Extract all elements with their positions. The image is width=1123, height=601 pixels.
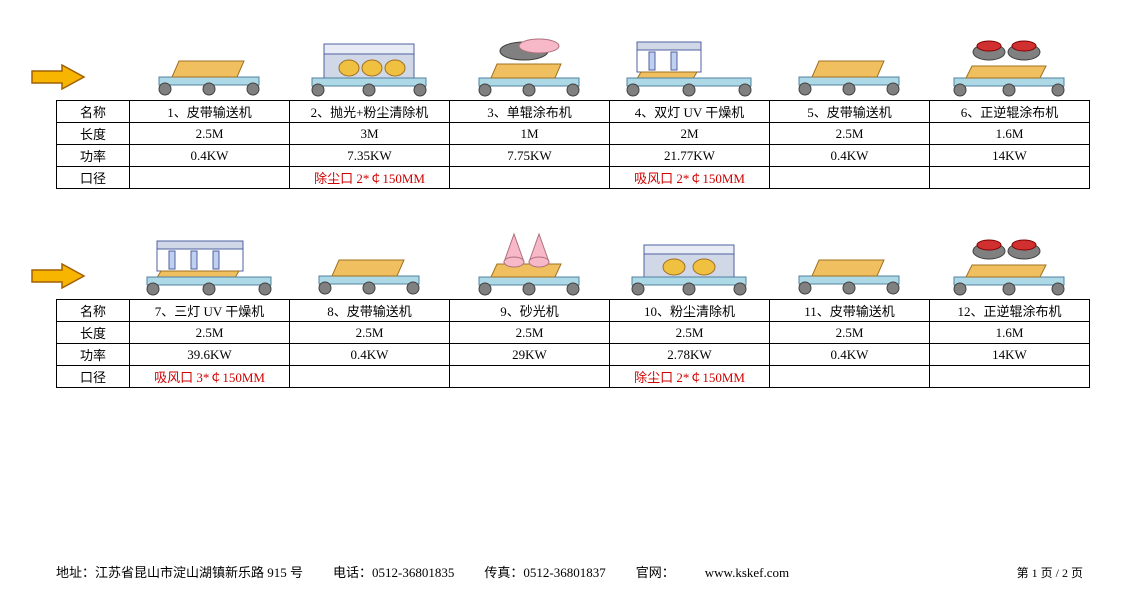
cell-power: 21.77KW — [610, 145, 770, 167]
footer-phone: 0512-36801835 — [372, 565, 454, 581]
table-row: 名称 1、皮带输送机 2、抛光+粉尘清除机 3、单辊涂布机 4、双灯 UV 干燥… — [57, 101, 1090, 123]
table-row: 长度 2.5M 2.5M 2.5M 2.5M 2.5M 1.6M — [57, 322, 1090, 344]
cell-name: 9、砂光机 — [450, 300, 610, 322]
cell-length: 1.6M — [930, 123, 1090, 145]
spec-table-2: 名称 7、三灯 UV 干燥机 8、皮带输送机 9、砂光机 10、粉尘清除机 11… — [56, 299, 1090, 388]
table-row: 口径 除尘口 2*￠150MM 吸风口 2*￠150MM — [57, 167, 1090, 189]
cell-length: 2M — [610, 123, 770, 145]
machine-icon — [289, 229, 449, 299]
cell-name: 10、粉尘清除机 — [610, 300, 770, 322]
cell-power: 7.35KW — [290, 145, 450, 167]
cell-diameter — [930, 366, 1090, 388]
cell-length: 1.6M — [930, 322, 1090, 344]
footer-address: 江苏省昆山市淀山湖镇新乐路 915 号 — [95, 562, 303, 581]
icons-row-2 — [129, 229, 1083, 299]
cell-diameter — [930, 167, 1090, 189]
footer: 地址： 江苏省昆山市淀山湖镇新乐路 915 号 电话： 0512-3680183… — [56, 562, 1083, 581]
row-header-name: 名称 — [57, 101, 130, 123]
cell-diameter — [130, 167, 290, 189]
cell-name: 6、正逆辊涂布机 — [930, 101, 1090, 123]
cell-power: 29KW — [450, 344, 610, 366]
cell-diameter — [770, 167, 930, 189]
flow-arrow-icon — [28, 261, 88, 295]
cell-length: 2.5M — [130, 123, 290, 145]
row-header-name: 名称 — [57, 300, 130, 322]
cell-power: 0.4KW — [130, 145, 290, 167]
footer-web-label: 官网： — [636, 562, 675, 581]
table-row: 名称 7、三灯 UV 干燥机 8、皮带输送机 9、砂光机 10、粉尘清除机 11… — [57, 300, 1090, 322]
row-header-length: 长度 — [57, 322, 130, 344]
cell-diameter — [770, 366, 930, 388]
table-row: 口径 吸风口 3*￠150MM 除尘口 2*￠150MM — [57, 366, 1090, 388]
flow-arrow-icon — [28, 62, 88, 96]
cell-length: 2.5M — [450, 322, 610, 344]
machine-icon — [769, 30, 929, 100]
cell-name: 1、皮带输送机 — [130, 101, 290, 123]
machine-icon — [129, 30, 289, 100]
footer-fax: 0512-36801837 — [523, 565, 605, 581]
footer-page: 第 1 页 / 2 页 — [1017, 564, 1083, 581]
cell-name: 5、皮带输送机 — [770, 101, 930, 123]
footer-fax-label: 传真： — [484, 562, 523, 581]
footer-address-label: 地址： — [56, 562, 95, 581]
spec-table-1: 名称 1、皮带输送机 2、抛光+粉尘清除机 3、单辊涂布机 4、双灯 UV 干燥… — [56, 100, 1090, 189]
cell-length: 2.5M — [130, 322, 290, 344]
cell-length: 2.5M — [610, 322, 770, 344]
cell-power: 14KW — [930, 145, 1090, 167]
cell-name: 3、单辊涂布机 — [450, 101, 610, 123]
cell-power: 0.4KW — [770, 145, 930, 167]
cell-length: 2.5M — [290, 322, 450, 344]
row-header-power: 功率 — [57, 344, 130, 366]
cell-diameter: 除尘口 2*￠150MM — [290, 167, 450, 189]
cell-power: 0.4KW — [290, 344, 450, 366]
cell-name: 7、三灯 UV 干燥机 — [130, 300, 290, 322]
cell-name: 4、双灯 UV 干燥机 — [610, 101, 770, 123]
cell-diameter — [290, 366, 450, 388]
cell-length: 2.5M — [770, 123, 930, 145]
cell-power: 7.75KW — [450, 145, 610, 167]
machine-icon — [129, 229, 289, 299]
table-row: 功率 0.4KW 7.35KW 7.75KW 21.77KW 0.4KW 14K… — [57, 145, 1090, 167]
machine-icon — [289, 30, 449, 100]
cell-diameter: 吸风口 2*￠150MM — [610, 167, 770, 189]
cell-length: 2.5M — [770, 322, 930, 344]
machine-icon — [769, 229, 929, 299]
machine-icon — [929, 229, 1089, 299]
cell-power: 39.6KW — [130, 344, 290, 366]
cell-name: 2、抛光+粉尘清除机 — [290, 101, 450, 123]
row-header-power: 功率 — [57, 145, 130, 167]
table-row: 长度 2.5M 3M 1M 2M 2.5M 1.6M — [57, 123, 1090, 145]
row-header-diameter: 口径 — [57, 366, 130, 388]
footer-web: www.kskef.com — [705, 565, 789, 581]
cell-name: 12、正逆辊涂布机 — [930, 300, 1090, 322]
cell-diameter: 除尘口 2*￠150MM — [610, 366, 770, 388]
footer-phone-label: 电话： — [333, 562, 372, 581]
machine-icon — [609, 229, 769, 299]
section-1: 名称 1、皮带输送机 2、抛光+粉尘清除机 3、单辊涂布机 4、双灯 UV 干燥… — [56, 30, 1083, 189]
machine-icon — [449, 30, 609, 100]
table-row: 功率 39.6KW 0.4KW 29KW 2.78KW 0.4KW 14KW — [57, 344, 1090, 366]
cell-name: 11、皮带输送机 — [770, 300, 930, 322]
machine-icon — [449, 229, 609, 299]
cell-name: 8、皮带输送机 — [290, 300, 450, 322]
machine-icon — [929, 30, 1089, 100]
icons-row-1 — [129, 30, 1083, 100]
section-2: 名称 7、三灯 UV 干燥机 8、皮带输送机 9、砂光机 10、粉尘清除机 11… — [56, 229, 1083, 388]
cell-length: 3M — [290, 123, 450, 145]
cell-power: 14KW — [930, 344, 1090, 366]
row-header-length: 长度 — [57, 123, 130, 145]
machine-icon — [609, 30, 769, 100]
cell-power: 0.4KW — [770, 344, 930, 366]
row-header-diameter: 口径 — [57, 167, 130, 189]
cell-diameter: 吸风口 3*￠150MM — [130, 366, 290, 388]
cell-power: 2.78KW — [610, 344, 770, 366]
cell-diameter — [450, 167, 610, 189]
cell-diameter — [450, 366, 610, 388]
cell-length: 1M — [450, 123, 610, 145]
